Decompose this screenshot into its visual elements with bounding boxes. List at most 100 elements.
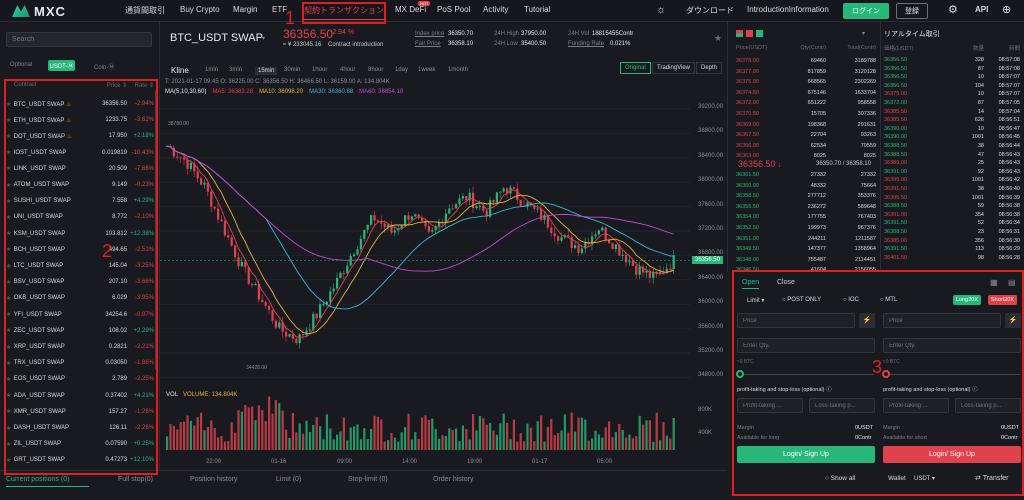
list-item[interactable]: ★ ATOM_USDT SWAP 9.149 -0.23% (6, 177, 154, 193)
tab-open[interactable]: Open (742, 279, 760, 289)
theme-sun-icon[interactable]: ☼ (656, 4, 667, 16)
register-button[interactable]: 登録 (896, 3, 928, 19)
bid-row[interactable]: 36348.00 755487 2114451 (736, 257, 876, 263)
tab-position-history[interactable]: Position history (190, 476, 238, 483)
bid-row[interactable]: 36349.50 147377 1358964 (736, 246, 876, 252)
star-icon[interactable]: ★ (6, 457, 12, 464)
list-item[interactable]: ★ DOT_USDT SWAP ♨ 17.950 +2.18% (6, 128, 154, 144)
help-icon[interactable]: ⓘ (825, 387, 832, 393)
short-leverage-button[interactable]: Short20X (988, 295, 1017, 305)
ask-row[interactable]: 36372.00 651222 958558 (736, 100, 876, 106)
api-link[interactable]: API (975, 5, 989, 14)
list-item[interactable]: ★ TRX_USDT SWAP 0.03050 -1.86% (6, 355, 154, 371)
nav-item-etf[interactable]: ETF (272, 5, 288, 14)
bid-row[interactable]: 36355.50 236272 589648 (736, 204, 876, 210)
fair-price-label[interactable]: Fair Price (415, 41, 441, 47)
calculator-icon[interactable]: ▦ (990, 278, 998, 287)
long-qty-input[interactable] (737, 338, 875, 353)
star-icon[interactable]: ★ (6, 133, 12, 140)
star-icon[interactable]: ★ (6, 409, 12, 416)
ask-row[interactable]: 36375.00 668565 2302269 (736, 79, 876, 85)
search-input[interactable] (6, 32, 152, 47)
ask-row[interactable]: 36363.00 8025 8025 (736, 153, 876, 159)
list-item[interactable]: ★ YFI_USDT SWAP 34254.6 -0.97% (6, 307, 154, 323)
star-icon[interactable]: ★ (6, 182, 12, 189)
tab-current-positions[interactable]: Current positions (0) (6, 476, 90, 487)
timeframe-1day[interactable]: 1day (395, 67, 409, 73)
star-icon[interactable]: ★ (6, 376, 12, 383)
short-qty-input[interactable] (883, 338, 1021, 353)
price-chart[interactable] (160, 95, 700, 465)
long-price-input[interactable] (737, 313, 855, 328)
star-icon[interactable]: ★ (6, 231, 12, 238)
short-qty-slider[interactable] (886, 374, 1020, 375)
notes-icon[interactable]: ▤ (1008, 278, 1016, 287)
short-sl-input[interactable] (955, 398, 1021, 413)
intro-link[interactable]: IntroductionInformation (747, 5, 829, 14)
star-icon[interactable]: ★ (6, 263, 12, 270)
timeframe-1week[interactable]: 1week (418, 67, 436, 73)
list-item[interactable]: ★ XRP_USDT SWAP 0.2821 -2.21% (6, 339, 154, 355)
view-depth[interactable]: Depth (696, 62, 723, 74)
star-icon[interactable]: ★ (6, 117, 12, 124)
bid-row[interactable]: 36360.00 48332 75664 (736, 183, 876, 189)
wallet-currency-select[interactable]: USDT ▾ (914, 476, 935, 482)
long-sl-input[interactable] (809, 398, 875, 413)
tab-stop-limit[interactable]: Stop-limit (0) (348, 476, 388, 483)
ask-row[interactable]: 36366.00 62534 70559 (736, 143, 876, 149)
list-item[interactable]: ★ LINK_USDT SWAP 20.509 -7.66% (6, 161, 154, 177)
book-asks-icon[interactable] (746, 30, 753, 37)
funding-rate-label[interactable]: Funding Rate (568, 41, 605, 47)
timeframe-3min[interactable]: 3min (229, 67, 243, 73)
timeframe-1hour[interactable]: 1hour (312, 67, 328, 73)
col-price[interactable]: Price ⇕ (106, 83, 128, 89)
login-button[interactable]: ログイン (843, 3, 889, 19)
timeframe-1month[interactable]: 1month (448, 67, 469, 73)
post-only-radio[interactable]: ○ POST ONLY (782, 297, 822, 303)
list-item[interactable]: ★ BTC_USDT SWAP ♨ 36356.50 -2.94% (6, 96, 154, 112)
mtl-radio[interactable]: ○ MTL (880, 297, 898, 303)
book-bids-icon[interactable] (756, 30, 763, 37)
list-item[interactable]: ★ ETH_USDT SWAP ♨ 1233.75 -3.62% (6, 112, 154, 128)
globe-icon[interactable]: ⊕ (1002, 4, 1012, 16)
tab-limit[interactable]: Limit (0) (276, 476, 302, 483)
list-item[interactable]: ★ BSV_USDT SWAP 207.10 -3.66% (6, 274, 154, 290)
bid-row[interactable]: 36361.50 27332 27332 (736, 172, 876, 178)
tab-full-stop[interactable]: Full stop(0) (118, 476, 154, 483)
long-login-button[interactable]: Login/ Sign Up (737, 446, 875, 463)
list-item[interactable]: ★ ZIL_USDT SWAP 0.07590 +0.25% (6, 436, 154, 452)
star-icon[interactable]: ★ (6, 344, 12, 351)
brand-logo[interactable]: MXC (12, 3, 66, 19)
dropdown-chevron-icon[interactable]: ▾ (262, 36, 266, 42)
list-item[interactable]: ★ GRT_USDT SWAP 0.47273 +12.10% (6, 452, 154, 468)
long-tp-input[interactable] (737, 398, 803, 413)
star-icon[interactable]: ★ (6, 425, 12, 432)
ask-row[interactable]: 36367.50 22704 93263 (736, 132, 876, 138)
short-tp-input[interactable] (883, 398, 949, 413)
star-icon[interactable]: ★ (6, 393, 12, 400)
short-price-input[interactable] (883, 313, 1001, 328)
list-item[interactable]: ★ UNI_USDT SWAP 8.772 -2.10% (6, 209, 154, 225)
ask-row[interactable]: 36374.50 675146 1633704 (736, 90, 876, 96)
long-leverage-button[interactable]: Long20X (953, 295, 982, 305)
ask-row[interactable]: 36369.00 198368 291631 (736, 122, 876, 128)
bid-row[interactable]: 36354.00 177755 767403 (736, 214, 876, 220)
star-icon[interactable]: ★ (6, 101, 12, 108)
long-lightning-icon[interactable]: ⚡ (859, 313, 875, 328)
star-icon[interactable]: ★ (6, 360, 12, 367)
ask-row[interactable]: 36377.00 817859 3120128 (736, 69, 876, 75)
list-item[interactable]: ★ EOS_USDT SWAP 2.789 -2.25% (6, 371, 154, 387)
bid-row[interactable]: 36358.50 277712 353376 (736, 193, 876, 199)
view-tradingview[interactable]: TradingView (652, 62, 696, 74)
tab-order-history[interactable]: Order history (433, 476, 474, 483)
settings-gear-icon[interactable]: ⚙ (948, 4, 958, 16)
show-all-checkbox[interactable]: ○ Show all (825, 475, 856, 482)
timeframe-30min[interactable]: 30min (284, 67, 301, 73)
tab-usdt[interactable]: USDT-Ⓜ (48, 60, 75, 71)
list-item[interactable]: ★ OKB_USDT SWAP 6.029 -3.95% (6, 290, 154, 306)
list-item[interactable]: ★ ADA_USDT SWAP 0.37402 +4.21% (6, 388, 154, 404)
list-item[interactable]: ★ LTC_USDT SWAP 145.04 -3.25% (6, 258, 154, 274)
star-icon[interactable]: ★ (6, 150, 12, 157)
tab-optional[interactable]: Optional (10, 62, 33, 68)
list-item[interactable]: ★ SUSHI_USDT SWAP 7.558 +4.29% (6, 193, 154, 209)
